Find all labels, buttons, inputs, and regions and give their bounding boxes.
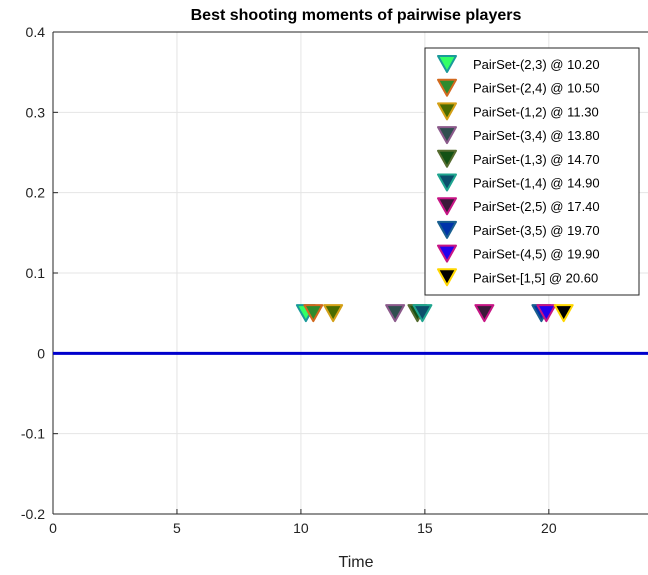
legend-marker bbox=[437, 268, 457, 287]
legend-marker bbox=[437, 244, 457, 263]
legend-marker bbox=[437, 149, 457, 168]
x-tick-label: 15 bbox=[417, 520, 433, 536]
legend-label: PairSet-(3,5) @ 19.70 bbox=[473, 223, 600, 238]
data-point bbox=[385, 304, 406, 323]
legend-label: PairSet-(3,4) @ 13.80 bbox=[473, 128, 600, 143]
legend-marker bbox=[437, 220, 457, 239]
legend-marker bbox=[437, 126, 457, 145]
legend-box bbox=[424, 47, 640, 296]
legend-label: PairSet-(1,4) @ 14.90 bbox=[473, 176, 600, 191]
data-point bbox=[536, 304, 557, 323]
legend-label: PairSet-(1,2) @ 11.30 bbox=[473, 104, 599, 119]
legend-marker bbox=[437, 197, 457, 216]
legend-marker bbox=[437, 78, 457, 97]
legend-label: PairSet-(1,3) @ 14.70 bbox=[473, 152, 600, 167]
x-tick-label: 0 bbox=[49, 520, 57, 536]
legend-label: PairSet-[1,5] @ 20.60 bbox=[473, 270, 598, 285]
data-markers bbox=[295, 304, 574, 323]
chart-title: Best shooting moments of pairwise player… bbox=[191, 7, 522, 24]
legend-marker bbox=[437, 55, 457, 73]
data-point bbox=[553, 304, 574, 323]
legend-label: PairSet-(2,5) @ 17.40 bbox=[473, 199, 600, 214]
tick-labels: 0 5 10 15 20 -0.2 -0.1 0 0.1 0.2 0.3 0.4 bbox=[21, 24, 557, 536]
y-tick-label: 0.4 bbox=[26, 24, 46, 40]
x-axis-label: Time bbox=[339, 554, 374, 571]
y-tick-label: -0.2 bbox=[21, 506, 45, 522]
y-tick-label: -0.1 bbox=[21, 426, 45, 442]
data-point bbox=[474, 304, 495, 323]
legend: PairSet-(2,3) @ 10.20 PairSet-(2,4) @ 10.… bbox=[424, 47, 640, 296]
legend-label: PairSet-(4,5) @ 19.90 bbox=[473, 247, 600, 262]
data-point bbox=[303, 304, 324, 323]
y-tick-label: 0.2 bbox=[26, 185, 46, 201]
y-tick-label: 0 bbox=[37, 345, 45, 361]
data-point bbox=[323, 304, 344, 323]
data-point bbox=[412, 304, 433, 323]
legend-marker bbox=[437, 102, 457, 121]
legend-label: PairSet-(2,4) @ 10.50 bbox=[473, 81, 600, 96]
legend-label: PairSet-(2,3) @ 10.20 bbox=[473, 57, 600, 72]
legend-marker bbox=[437, 173, 457, 192]
x-tick-label: 5 bbox=[173, 520, 181, 536]
x-tick-label: 20 bbox=[541, 520, 557, 536]
y-tick-label: 0.1 bbox=[26, 265, 46, 281]
x-tick-label: 10 bbox=[293, 520, 309, 536]
y-tick-label: 0.3 bbox=[26, 104, 46, 120]
